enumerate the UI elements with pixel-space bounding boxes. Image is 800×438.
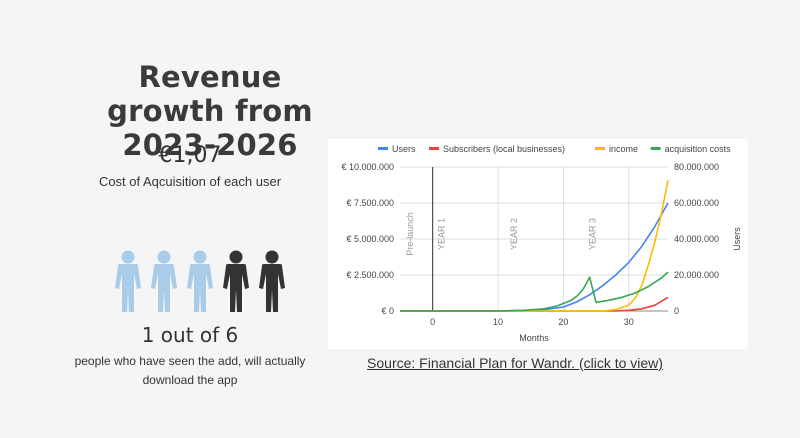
y-tick-right: 80.000.000 bbox=[674, 162, 719, 172]
x-tick: 0 bbox=[430, 317, 435, 327]
annotation-label: YEAR 1 bbox=[437, 218, 447, 250]
y-tick-right: 20.000.000 bbox=[674, 270, 719, 280]
cac-value: €1,07 bbox=[158, 143, 222, 168]
revenue-chart: Users Subscribers (local businesses) incom… bbox=[328, 139, 748, 349]
source-link[interactable]: Source: Financial Plan for Wandr. (click… bbox=[367, 355, 663, 371]
y-tick-left: € 7.500.000 bbox=[346, 198, 394, 208]
page-title: Revenue growth from 2023-2026 bbox=[107, 60, 313, 162]
series-line bbox=[400, 271, 669, 312]
y-tick-left: € 10.000.000 bbox=[341, 162, 394, 172]
annotation-label: Pre-launch bbox=[405, 212, 415, 256]
person-icon bbox=[223, 250, 249, 312]
conversion-ratio: 1 out of 6 bbox=[141, 323, 239, 347]
x-tick: 20 bbox=[558, 317, 568, 327]
x-axis-title: Months bbox=[519, 333, 549, 343]
legend-item: income bbox=[595, 144, 638, 154]
y-axis-title-right: Users bbox=[732, 227, 742, 251]
y-tick-right: 60.000.000 bbox=[674, 198, 719, 208]
annotation-label: YEAR 3 bbox=[588, 218, 598, 250]
legend-item: Subscribers (local businesses) bbox=[429, 144, 565, 154]
conversion-description: people who have seen the add, will actua… bbox=[74, 354, 306, 387]
person-icon bbox=[151, 250, 177, 312]
chart-svg: Users Subscribers (local businesses) incom… bbox=[341, 144, 742, 343]
people-icons bbox=[115, 250, 285, 312]
y-tick-right: 40.000.000 bbox=[674, 234, 719, 244]
svg-text:Subscribers (local businesses): Subscribers (local businesses) bbox=[443, 144, 565, 154]
x-tick: 30 bbox=[624, 317, 634, 327]
legend-item: Users bbox=[378, 144, 416, 154]
annotation-label: YEAR 2 bbox=[509, 218, 519, 250]
svg-text:acquisition costs: acquisition costs bbox=[665, 144, 732, 154]
legend-item: acquisition costs bbox=[650, 144, 732, 154]
person-icon bbox=[187, 250, 213, 312]
person-icon bbox=[259, 250, 285, 312]
svg-text:Users: Users bbox=[392, 144, 416, 154]
x-tick: 10 bbox=[493, 317, 503, 327]
y-tick-left: € 2.500.000 bbox=[346, 270, 394, 280]
cac-label: Cost of Aqcuisition of each user bbox=[98, 174, 282, 189]
person-icon bbox=[115, 250, 141, 312]
y-tick-right: 0 bbox=[674, 306, 679, 316]
y-tick-left: € 0 bbox=[381, 306, 394, 316]
svg-text:income: income bbox=[609, 144, 638, 154]
y-tick-left: € 5.000.000 bbox=[346, 234, 394, 244]
